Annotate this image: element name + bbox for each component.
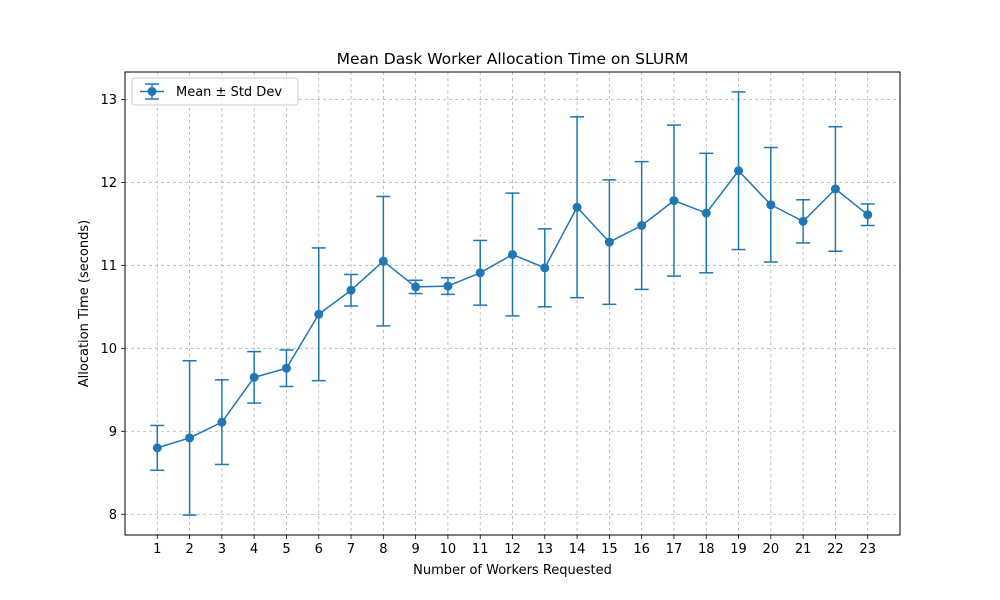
- data-point: [604, 237, 614, 247]
- legend-label: Mean ± Std Dev: [176, 85, 282, 100]
- data-point: [508, 250, 517, 260]
- y-tick-label: 8: [109, 508, 117, 523]
- series-layer: [150, 91, 875, 516]
- x-tick-label: 3: [218, 542, 226, 557]
- x-tick-label: 22: [827, 542, 844, 557]
- x-tick-label: 14: [569, 542, 586, 557]
- data-point: [411, 282, 421, 292]
- x-tick-label: 18: [698, 542, 715, 557]
- x-tick-label: 10: [440, 542, 457, 557]
- data-point: [152, 443, 162, 453]
- x-tick-label: 19: [730, 542, 747, 557]
- data-point: [475, 268, 485, 278]
- data-point: [637, 221, 647, 231]
- x-tick-label: 8: [379, 542, 387, 557]
- y-tick-label: 13: [100, 93, 117, 108]
- x-tick-label: 16: [633, 542, 650, 557]
- data-point: [701, 208, 711, 218]
- y-tick-label: 12: [100, 176, 117, 191]
- y-axis-label: Allocation Time (seconds): [77, 220, 92, 387]
- data-point: [798, 216, 808, 226]
- data-point: [346, 285, 356, 295]
- x-axis-label: Number of Workers Requested: [413, 563, 612, 578]
- x-tick-label: 5: [282, 542, 290, 557]
- ticks: 1 2 3 4 5 6 7 8 9 10 11 12 13 14 15 16 17 18 19 20 21 22 23891…: [100, 93, 876, 557]
- x-tick-label: 12: [504, 542, 521, 557]
- x-tick-label: 4: [250, 542, 258, 557]
- data-point: [734, 166, 744, 176]
- data-point: [766, 200, 776, 210]
- x-tick-label: 17: [666, 542, 683, 557]
- legend-box: [131, 77, 299, 106]
- x-tick-label: 20: [763, 542, 780, 557]
- legend-marker-swatch: [147, 87, 157, 96]
- x-tick-label: 15: [601, 542, 618, 557]
- y-tick-label: 10: [100, 342, 117, 357]
- x-tick-label: 2: [185, 542, 193, 557]
- y-tick-label: 9: [109, 425, 117, 440]
- data-point: [217, 417, 227, 427]
- data-point: [830, 184, 840, 194]
- x-tick-label: 11: [472, 542, 489, 557]
- x-tick-label: 1: [153, 542, 161, 557]
- data-point: [540, 263, 550, 273]
- data-point: [249, 372, 259, 382]
- data-point: [185, 433, 195, 443]
- data-point: [669, 196, 679, 206]
- x-tick-label: 9: [411, 542, 419, 557]
- x-tick-label: 13: [537, 542, 554, 557]
- data-point: [863, 210, 873, 220]
- data-point: [443, 281, 453, 291]
- x-tick-label: 7: [347, 542, 355, 557]
- x-tick-label: 21: [795, 542, 812, 557]
- x-tick-label: 6: [315, 542, 323, 557]
- data-point: [572, 202, 582, 212]
- data-point: [378, 256, 388, 266]
- data-point: [314, 309, 324, 319]
- data-point: [281, 363, 291, 373]
- y-tick-label: 11: [100, 259, 117, 274]
- x-tick-label: 23: [859, 542, 876, 557]
- chart-title: Mean Dask Worker Allocation Time on SLUR…: [337, 50, 689, 68]
- legend: Mean ± Std Dev: [131, 77, 299, 106]
